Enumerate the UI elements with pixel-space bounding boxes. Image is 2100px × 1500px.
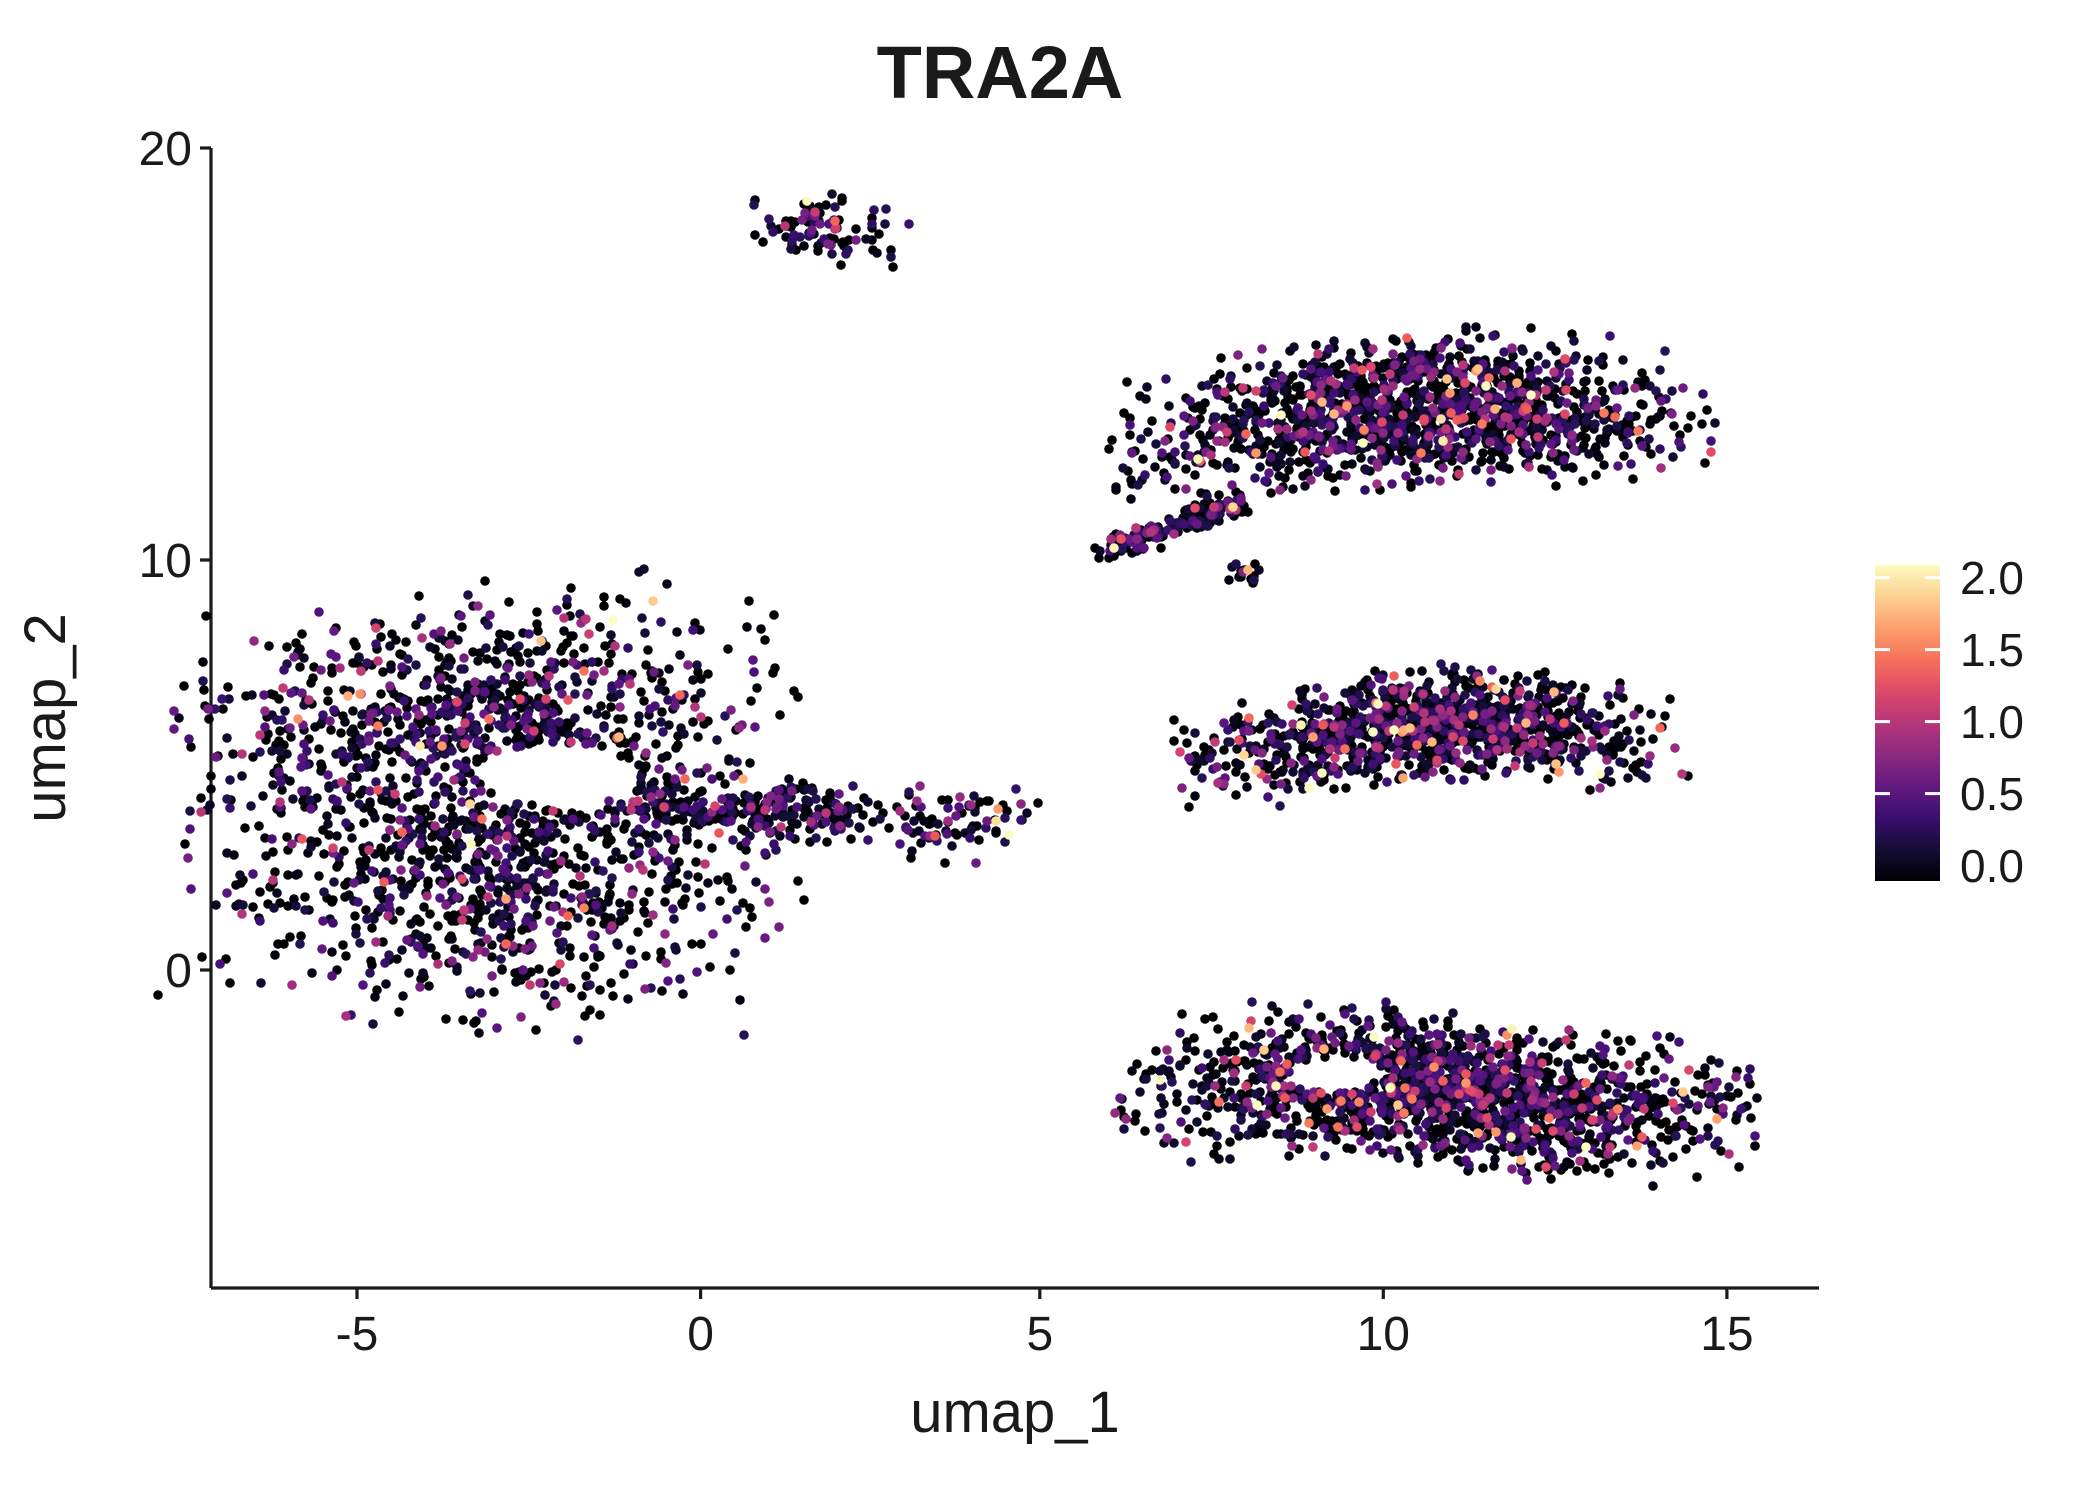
svg-text:0: 0 xyxy=(165,945,192,998)
svg-text:20: 20 xyxy=(139,123,192,176)
svg-text:umap_1: umap_1 xyxy=(910,1380,1120,1445)
svg-text:0: 0 xyxy=(687,1308,714,1361)
svg-text:5: 5 xyxy=(1026,1308,1053,1361)
svg-text:TRA2A: TRA2A xyxy=(877,31,1124,114)
svg-text:15: 15 xyxy=(1700,1308,1753,1361)
svg-text:umap_2: umap_2 xyxy=(13,613,78,823)
svg-text:10: 10 xyxy=(1357,1308,1410,1361)
svg-text:-5: -5 xyxy=(336,1308,379,1361)
svg-text:10: 10 xyxy=(139,535,192,588)
